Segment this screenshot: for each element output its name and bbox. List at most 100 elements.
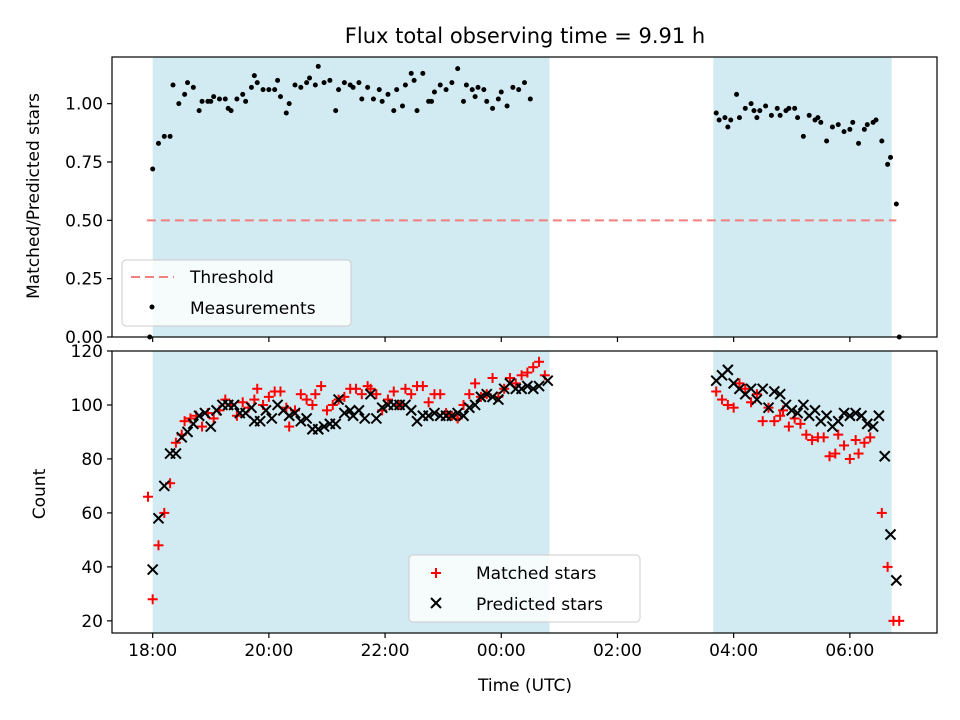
matched-stars-point xyxy=(159,507,170,518)
matched-stars-point xyxy=(365,383,376,394)
measurements-point xyxy=(449,80,455,86)
predicted-stars-point xyxy=(809,404,821,417)
measurements-point xyxy=(516,87,522,93)
matched-stars-point xyxy=(143,491,154,502)
measurements-point xyxy=(510,84,516,90)
matched-stars-point xyxy=(435,389,446,400)
bot-y-tick-label: 20 xyxy=(81,612,103,632)
measurements-point xyxy=(722,115,728,121)
measurements-point xyxy=(216,96,222,102)
measurements-point xyxy=(254,80,260,86)
predicted-stars-point xyxy=(332,393,345,406)
predicted-stars-point xyxy=(469,399,481,411)
measurements-point xyxy=(304,80,310,86)
measurements-point xyxy=(861,126,867,132)
measurements-point xyxy=(266,87,272,93)
matched-stars-point xyxy=(252,383,263,394)
measurements-point xyxy=(365,84,371,90)
predicted-stars-point xyxy=(849,407,862,419)
measurements-point xyxy=(176,101,182,107)
matched-stars-point xyxy=(197,421,208,432)
matched-stars-point xyxy=(179,416,190,427)
measurements-point xyxy=(734,91,740,97)
measurements-point xyxy=(394,87,400,93)
top-y-tick-label: 0.75 xyxy=(65,153,103,173)
measurements-point xyxy=(835,122,841,128)
predicted-stars-point xyxy=(475,391,487,403)
measurements-point xyxy=(472,94,478,100)
measurements-point xyxy=(768,112,774,118)
matched-stars-point xyxy=(516,370,527,381)
legend-threshold-label: Threshold xyxy=(189,268,274,288)
matched-stars-point xyxy=(876,507,887,518)
predicted-stars-point xyxy=(884,528,897,541)
predicted-stars-point xyxy=(879,450,891,462)
x-tick-label: 02:00 xyxy=(593,641,642,661)
measurements-point xyxy=(728,117,734,123)
measurements-point xyxy=(170,82,176,88)
legend-predicted-label: Predicted stars xyxy=(476,595,603,615)
predicted-stars-point xyxy=(463,401,476,414)
measurements-point xyxy=(185,80,191,86)
measurements-point xyxy=(885,161,891,167)
measurements-point xyxy=(336,87,342,93)
matched-stars-point xyxy=(859,437,870,448)
predicted-stars-point xyxy=(329,418,342,430)
measurements-point xyxy=(370,96,376,102)
matched-stars-point xyxy=(740,383,751,394)
measurements-point xyxy=(774,105,780,111)
matched-stars-point xyxy=(284,421,295,432)
measurements-point xyxy=(240,91,246,97)
measurements-point xyxy=(420,70,426,76)
measurements-point xyxy=(873,117,879,123)
predicted-stars-point xyxy=(228,399,240,411)
measurements-point xyxy=(847,126,853,132)
measurements-point xyxy=(460,98,466,104)
predicted-stars-point xyxy=(146,563,159,576)
predicted-stars-point xyxy=(756,383,769,395)
measurements-point xyxy=(161,133,167,139)
matched-stars-point xyxy=(844,453,855,464)
measurements-point xyxy=(763,103,769,109)
predicted-stars-point xyxy=(199,407,211,419)
measurements-point xyxy=(260,87,266,93)
measurements-point xyxy=(199,98,205,104)
measurements-point xyxy=(522,80,527,86)
predicted-stars-point xyxy=(428,407,441,419)
measurements-point xyxy=(333,108,339,114)
measurements-point xyxy=(748,101,754,107)
matched-stars-point xyxy=(711,386,722,397)
predicted-stars-point xyxy=(181,426,194,438)
predicted-stars-point xyxy=(289,407,301,419)
bot-y-tick-label: 100 xyxy=(71,396,103,416)
legend-predicted-swatch xyxy=(430,597,442,609)
measurements-point xyxy=(196,108,202,114)
measurements-point xyxy=(408,70,414,76)
x-tick-label: 04:00 xyxy=(709,641,758,661)
measurements-point xyxy=(277,94,283,100)
measurements-point xyxy=(800,133,806,139)
matched-stars-point xyxy=(153,540,164,551)
predicted-stars-point xyxy=(205,420,217,433)
matched-stars-point xyxy=(423,397,434,408)
measurements-point xyxy=(222,96,228,102)
measurements-point xyxy=(150,166,156,172)
matched-stars-point xyxy=(865,432,876,443)
measurements-point xyxy=(498,89,504,95)
bot-y-tick-label: 60 xyxy=(81,504,103,524)
bot-y-tick-label: 40 xyxy=(81,558,103,578)
matched-stars-point xyxy=(470,378,481,389)
matched-stars-point xyxy=(310,389,321,400)
measurements-point xyxy=(736,115,742,121)
matched-stars-point xyxy=(839,440,850,451)
matched-stars-point xyxy=(327,399,338,410)
measurements-point xyxy=(327,77,333,83)
predicted-stars-point xyxy=(152,512,165,525)
measurements-point xyxy=(742,105,748,111)
matched-stars-point xyxy=(301,394,312,405)
matched-stars-point xyxy=(487,372,498,383)
matched-stars-point xyxy=(522,367,533,378)
predicted-stars-point xyxy=(890,574,903,587)
measurements-point xyxy=(208,98,214,104)
measurements-point xyxy=(376,87,382,93)
